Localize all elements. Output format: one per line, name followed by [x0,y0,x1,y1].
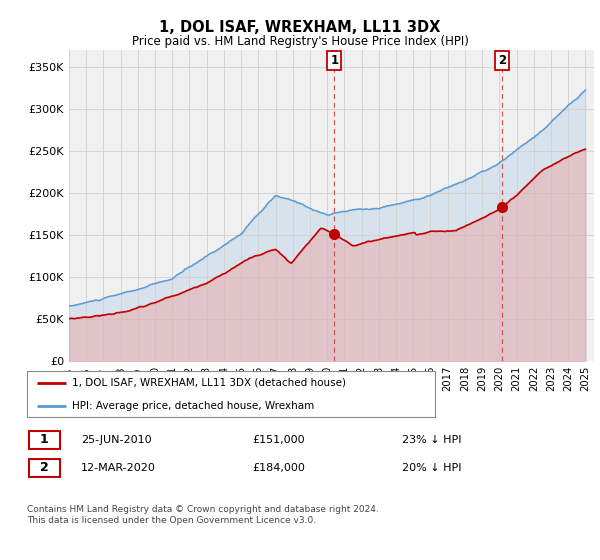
Text: 12-MAR-2020: 12-MAR-2020 [81,463,156,473]
Text: 2: 2 [498,54,506,67]
Text: Contains HM Land Registry data © Crown copyright and database right 2024.
This d: Contains HM Land Registry data © Crown c… [27,505,379,525]
Text: HPI: Average price, detached house, Wrexham: HPI: Average price, detached house, Wrex… [72,401,314,410]
Text: Price paid vs. HM Land Registry's House Price Index (HPI): Price paid vs. HM Land Registry's House … [131,35,469,48]
Text: 1: 1 [40,433,49,446]
FancyBboxPatch shape [29,459,60,477]
Text: 20% ↓ HPI: 20% ↓ HPI [402,463,461,473]
FancyBboxPatch shape [27,371,435,417]
Text: £151,000: £151,000 [252,435,305,445]
Text: 2: 2 [40,461,49,474]
Text: 1, DOL ISAF, WREXHAM, LL11 3DX: 1, DOL ISAF, WREXHAM, LL11 3DX [160,20,440,35]
Text: £184,000: £184,000 [252,463,305,473]
Text: 25-JUN-2010: 25-JUN-2010 [81,435,152,445]
Text: 1, DOL ISAF, WREXHAM, LL11 3DX (detached house): 1, DOL ISAF, WREXHAM, LL11 3DX (detached… [72,378,346,388]
Text: 23% ↓ HPI: 23% ↓ HPI [402,435,461,445]
FancyBboxPatch shape [29,431,60,449]
Text: 1: 1 [331,54,338,67]
